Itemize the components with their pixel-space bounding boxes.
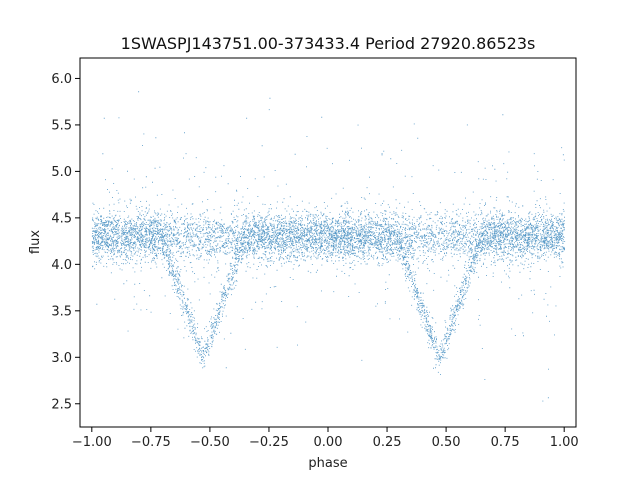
y-tick-label: 3.5	[51, 304, 72, 319]
y-tick-label: 6.0	[51, 72, 72, 87]
x-tick-label: −0.25	[249, 435, 289, 450]
x-tick-label: 0.25	[373, 435, 402, 450]
y-tick-label: 4.5	[51, 211, 72, 226]
y-tick-label: 5.5	[51, 118, 72, 133]
x-tick-label: −1.00	[72, 435, 112, 450]
x-tick-label: −0.75	[131, 435, 171, 450]
y-axis-label: flux	[28, 230, 43, 254]
x-axis-label: phase	[308, 456, 347, 471]
y-tick-label: 5.0	[51, 165, 72, 180]
y-tick-label: 4.0	[51, 258, 72, 273]
x-tick-label: 0.50	[432, 435, 461, 450]
x-tick-label: −0.50	[190, 435, 230, 450]
x-tick-label: 0.00	[314, 435, 343, 450]
x-tick-label: 1.00	[550, 435, 579, 450]
y-axis: 2.5 3.0 3.5 4.0 4.5 5.0 5.5 6.0	[51, 72, 80, 412]
y-tick-label: 3.0	[51, 351, 72, 366]
y-tick-label: 2.5	[51, 397, 72, 412]
scatter-points	[91, 91, 566, 402]
chart-title: 1SWASPJ143751.00-373433.4 Period 27920.8…	[121, 34, 536, 53]
flux-points	[91, 91, 566, 402]
x-axis: −1.00 −0.75 −0.50 −0.25 0.00 0.25 0.50 0.75 1.00	[72, 427, 579, 450]
x-tick-label: 0.75	[491, 435, 520, 450]
